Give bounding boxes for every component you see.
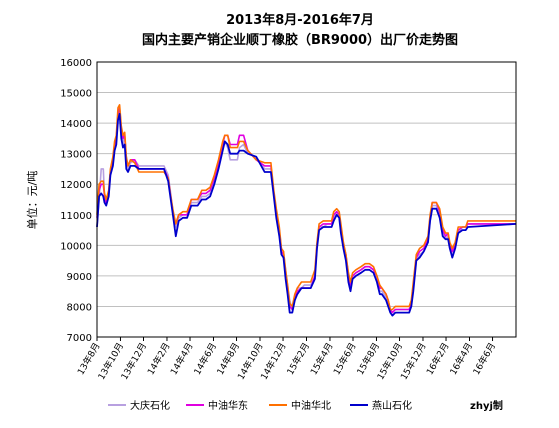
x-tick-label: 14年8月: [214, 341, 242, 377]
legend-label: 中油华东: [208, 399, 248, 412]
x-tick-labels: 13年8月13年10月13年12月14年2月14年4月14年6月14年8月14年…: [75, 337, 498, 382]
series-line-3: [96, 104, 516, 311]
legend: 大庆石化 中油华东 中油华北 燕山石化: [108, 399, 412, 412]
y-tick-label: 10000: [60, 241, 92, 252]
y-tick-label: 9000: [67, 272, 92, 283]
y-tick-label: 8000: [67, 302, 92, 313]
y-tick-label: 13000: [60, 150, 92, 161]
chart-title-line2: 国内主要产销企业顺丁橡胶（BR9000）出厂价走势图: [142, 32, 458, 48]
y-tick-label: 16000: [60, 58, 92, 69]
y-tick-label: 14000: [60, 119, 92, 130]
legend-label: 燕山石化: [372, 399, 412, 412]
x-tick-label: 14年4月: [168, 341, 196, 377]
legend-label: 中油华北: [291, 399, 331, 412]
y-axis-label: 单位：元/吨: [25, 171, 39, 230]
x-tick-label: 16年6月: [470, 341, 498, 377]
x-tick-label: 14年6月: [191, 341, 219, 377]
y-tick-label: 15000: [60, 89, 92, 100]
x-tick-label: 14年2月: [145, 341, 173, 377]
x-tick-label: 15年6月: [331, 341, 359, 377]
source-note: zhyj制: [470, 399, 503, 412]
y-tick-label: 11000: [60, 211, 92, 222]
series-layer: [96, 104, 517, 317]
y-tick-label: 12000: [60, 180, 92, 191]
x-tick-label: 16年2月: [424, 341, 452, 377]
grid-layer: [97, 92, 516, 307]
legend-label: 大庆石化: [130, 399, 170, 412]
x-tick-label: 16年4月: [447, 341, 475, 377]
x-tick-label: 15年8月: [354, 341, 382, 377]
x-tick-label: 13年8月: [75, 341, 103, 377]
x-tick-label: 15年2月: [284, 341, 312, 377]
plot-frame: [96, 61, 517, 338]
chart-title-line1: 2013年8月-2016年7月: [226, 12, 374, 28]
y-tick-label: 7000: [67, 333, 92, 344]
y-tick-labels: 7000 8000 9000 10000 11000 12000 13000 14000 150…: [60, 58, 92, 344]
series-line-4: [96, 113, 517, 317]
x-tick-label: 15年4月: [308, 341, 336, 377]
